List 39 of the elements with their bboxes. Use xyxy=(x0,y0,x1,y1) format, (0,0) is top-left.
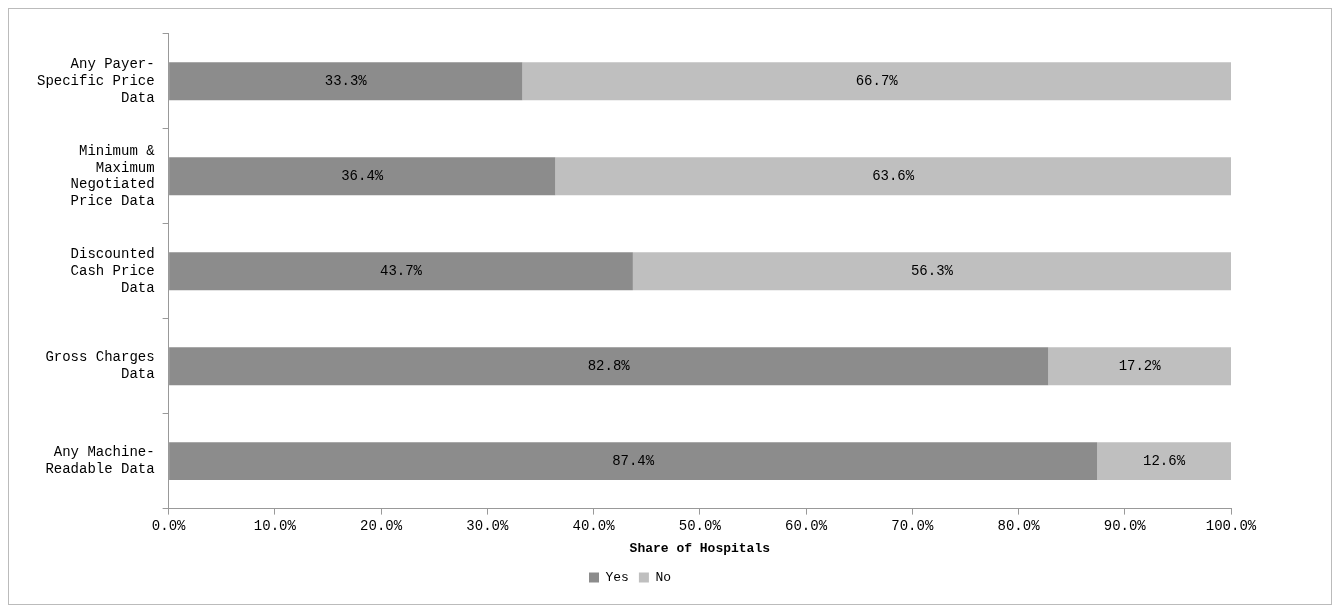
data-label: 43.7% xyxy=(379,262,423,279)
x-tick-label: 50.0% xyxy=(678,517,722,534)
x-tick-label: 100.0% xyxy=(1205,517,1257,534)
legend-label: Yes xyxy=(605,569,629,585)
bar xyxy=(522,62,1231,101)
legend-label: No xyxy=(655,569,672,585)
data-label: 82.8% xyxy=(587,357,631,374)
x-tick-label: 20.0% xyxy=(360,517,403,534)
data-label: 66.7% xyxy=(855,72,899,89)
y-tick-label: Minimum & Maximum Negotiated Price Data xyxy=(70,142,156,210)
x-tick-label: 70.0% xyxy=(891,517,934,534)
bar xyxy=(1097,442,1231,481)
y-tick-label: Gross Charges Data xyxy=(45,349,155,383)
y-tick-label: Any Machine-Readable Data xyxy=(45,444,155,478)
x-tick-label: 30.0% xyxy=(466,517,509,534)
data-label: 33.3% xyxy=(324,72,368,89)
x-tick-label: 60.0% xyxy=(785,517,828,534)
bar xyxy=(1048,347,1231,386)
y-tick-label: Any Payer-Specific Price Data xyxy=(36,56,155,106)
x-tick-label: 40.0% xyxy=(572,517,616,534)
data-label: 12.6% xyxy=(1143,452,1186,469)
bar xyxy=(555,157,1231,196)
bar xyxy=(632,252,1231,291)
x-tick-label: 0.0% xyxy=(151,517,187,534)
bar xyxy=(169,442,1098,481)
data-label: 63.6% xyxy=(872,167,915,184)
data-label: 87.4% xyxy=(612,452,655,469)
x-axis-title: Share of Hospitals xyxy=(629,541,771,557)
x-tick-label: 10.0% xyxy=(253,517,297,534)
x-tick-label: 90.0% xyxy=(1103,517,1147,534)
x-tick-label: 80.0% xyxy=(997,517,1041,534)
bar xyxy=(169,347,1049,386)
data-label: 36.4% xyxy=(341,167,384,184)
bar xyxy=(169,157,556,196)
bar xyxy=(169,252,633,291)
y-tick-label: Discounted Cash Price Data xyxy=(70,246,155,296)
data-label: 17.2% xyxy=(1118,357,1162,374)
bar xyxy=(169,62,523,101)
data-label: 56.3% xyxy=(910,262,954,279)
